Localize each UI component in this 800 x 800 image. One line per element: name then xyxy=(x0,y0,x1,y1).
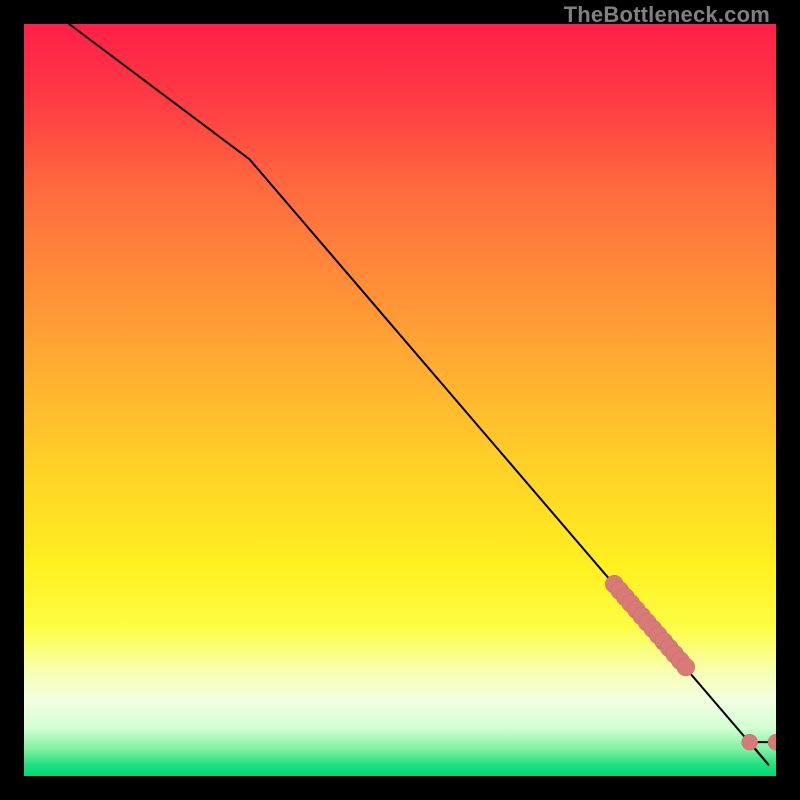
chart-svg xyxy=(24,24,776,776)
watermark-text: TheBottleneck.com xyxy=(564,2,770,28)
marker-tail xyxy=(742,734,776,765)
frame-bottom xyxy=(0,776,800,800)
plot-area xyxy=(24,24,776,776)
frame-right xyxy=(776,0,800,800)
data-point-marker xyxy=(677,658,695,676)
data-point-marker xyxy=(768,734,776,750)
marker-cluster xyxy=(605,575,694,676)
data-point-marker xyxy=(742,734,758,750)
frame-left xyxy=(0,0,24,800)
